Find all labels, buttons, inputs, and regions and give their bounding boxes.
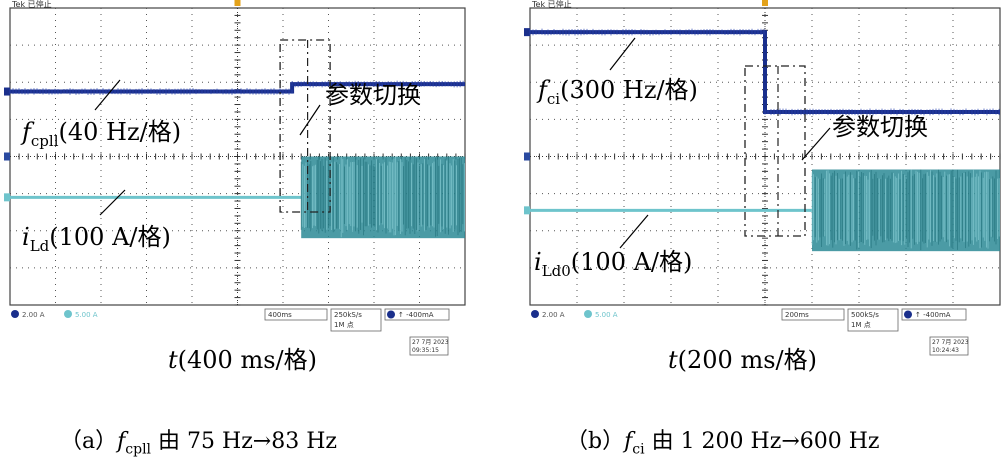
ch2-level-marker xyxy=(4,193,10,202)
time-axis-var-a: t xyxy=(168,346,178,374)
switch-label-leader xyxy=(299,104,321,136)
ch1-level-marker xyxy=(524,28,530,37)
ch2-readout: 5.00 A xyxy=(595,311,618,319)
ch1-level-marker xyxy=(4,87,10,96)
freq-label-leader xyxy=(609,37,636,71)
freq-trace-label: fcpll(40 Hz/格) xyxy=(20,118,181,150)
freq-label-leader xyxy=(94,79,121,111)
ch2-level-marker xyxy=(524,206,530,215)
trigger-position-marker xyxy=(762,0,768,6)
time-axis-rest-a: (400 ms/格) xyxy=(177,346,317,374)
sample-readout: 500kS/s xyxy=(851,311,879,319)
points-readout: 1M 点 xyxy=(334,321,354,329)
scope-panel-a: Tek 已停止 fcpll(40 Hz/格) iLd(100 A/格) 参数切换 2.0… xyxy=(0,0,470,461)
oscilloscope-screen-a: Tek 已停止 fcpll(40 Hz/格) iLd(100 A/格) 参数切换 2.0… xyxy=(4,0,466,356)
caption-rest-b: 由 1 200 Hz→600 Hz xyxy=(644,429,880,454)
sample-readout: 250kS/s xyxy=(334,311,362,319)
caption-b: （b）fci 由 1 200 Hz→600 Hz xyxy=(566,423,880,457)
switch-dashed-box xyxy=(279,39,331,213)
trigger-position-marker xyxy=(234,0,241,6)
current-trace-label: iLd(100 A/格) xyxy=(22,223,171,255)
datetime-box xyxy=(409,336,449,356)
caption-var-b: f xyxy=(624,429,633,454)
sample-box xyxy=(330,308,382,332)
frequency-trace xyxy=(530,30,1000,114)
ref-level-marker xyxy=(524,152,530,161)
caption-var-a: f xyxy=(117,429,126,454)
caption-rest-a: 由 75 Hz→83 Hz xyxy=(151,429,337,454)
date-readout: 27 7月 2023 xyxy=(932,339,969,346)
timebase-box xyxy=(264,308,328,321)
caption-prefix-b: （b） xyxy=(566,429,625,454)
switch-label-leader xyxy=(801,127,831,161)
caption-a: （a）fcpll 由 75 Hz→83 Hz xyxy=(60,423,337,457)
time-axis-var-b: t xyxy=(668,346,678,374)
current-label-leader xyxy=(619,214,649,249)
ref-level-marker xyxy=(4,152,10,161)
trigger-box xyxy=(901,308,967,321)
timebase-box xyxy=(781,308,845,321)
ch1-readout: 2.00 A xyxy=(542,311,565,319)
ch2-readout: 5.00 A xyxy=(75,311,98,319)
switch-dashed-box xyxy=(744,65,806,237)
trigger-readout: ↑ -400mA xyxy=(398,311,434,319)
caption-prefix-a: （a） xyxy=(60,429,118,454)
current-label-leader xyxy=(99,189,126,216)
current-trace-label: iLd0(100 A/格) xyxy=(534,248,692,280)
datetime-box xyxy=(929,336,969,356)
oscilloscope-screen-b: Tek 已停止 fci(300 Hz/格) iLd0(100 A/格) 参数切换 2.0… xyxy=(524,0,1001,356)
time-readout: 09:35:15 xyxy=(412,347,439,354)
time-axis-label-b: t(200 ms/格) xyxy=(668,340,817,375)
switch-annotation-label: 参数切换 xyxy=(832,113,928,141)
time-axis-label-a: t(400 ms/格) xyxy=(168,340,317,375)
switch-annotation-label: 参数切换 xyxy=(325,81,421,109)
freq-trace-label: fci(300 Hz/格) xyxy=(536,76,698,108)
timebase-readout: 200ms xyxy=(785,311,809,319)
scope-panel-b: Tek 已停止 fci(300 Hz/格) iLd0(100 A/格) 参数切换 2.0… xyxy=(520,0,1007,461)
trigger-box xyxy=(384,308,450,321)
caption-sub-a: cpll xyxy=(125,441,152,458)
ch1-badge xyxy=(531,310,539,318)
points-readout: 1M 点 xyxy=(851,321,871,329)
scope-header-text: Tek 已停止 xyxy=(11,0,52,9)
scope-header-text: Tek 已停止 xyxy=(531,0,572,9)
caption-sub-b: ci xyxy=(632,441,645,458)
timebase-readout: 400ms xyxy=(268,311,292,319)
time-axis-rest-b: (200 ms/格) xyxy=(677,346,817,374)
ch1-badge xyxy=(11,310,19,318)
date-readout: 27 7月 2023 xyxy=(412,339,449,346)
time-readout: 10:24:43 xyxy=(932,347,959,354)
ch2-badge xyxy=(64,310,72,318)
ch1-readout: 2.00 A xyxy=(22,311,45,319)
trigger-ch-badge xyxy=(387,310,395,319)
sample-box xyxy=(847,308,899,332)
trigger-ch-badge xyxy=(904,310,912,319)
trigger-readout: ↑ -400mA xyxy=(915,311,951,319)
ch2-badge xyxy=(584,310,592,318)
